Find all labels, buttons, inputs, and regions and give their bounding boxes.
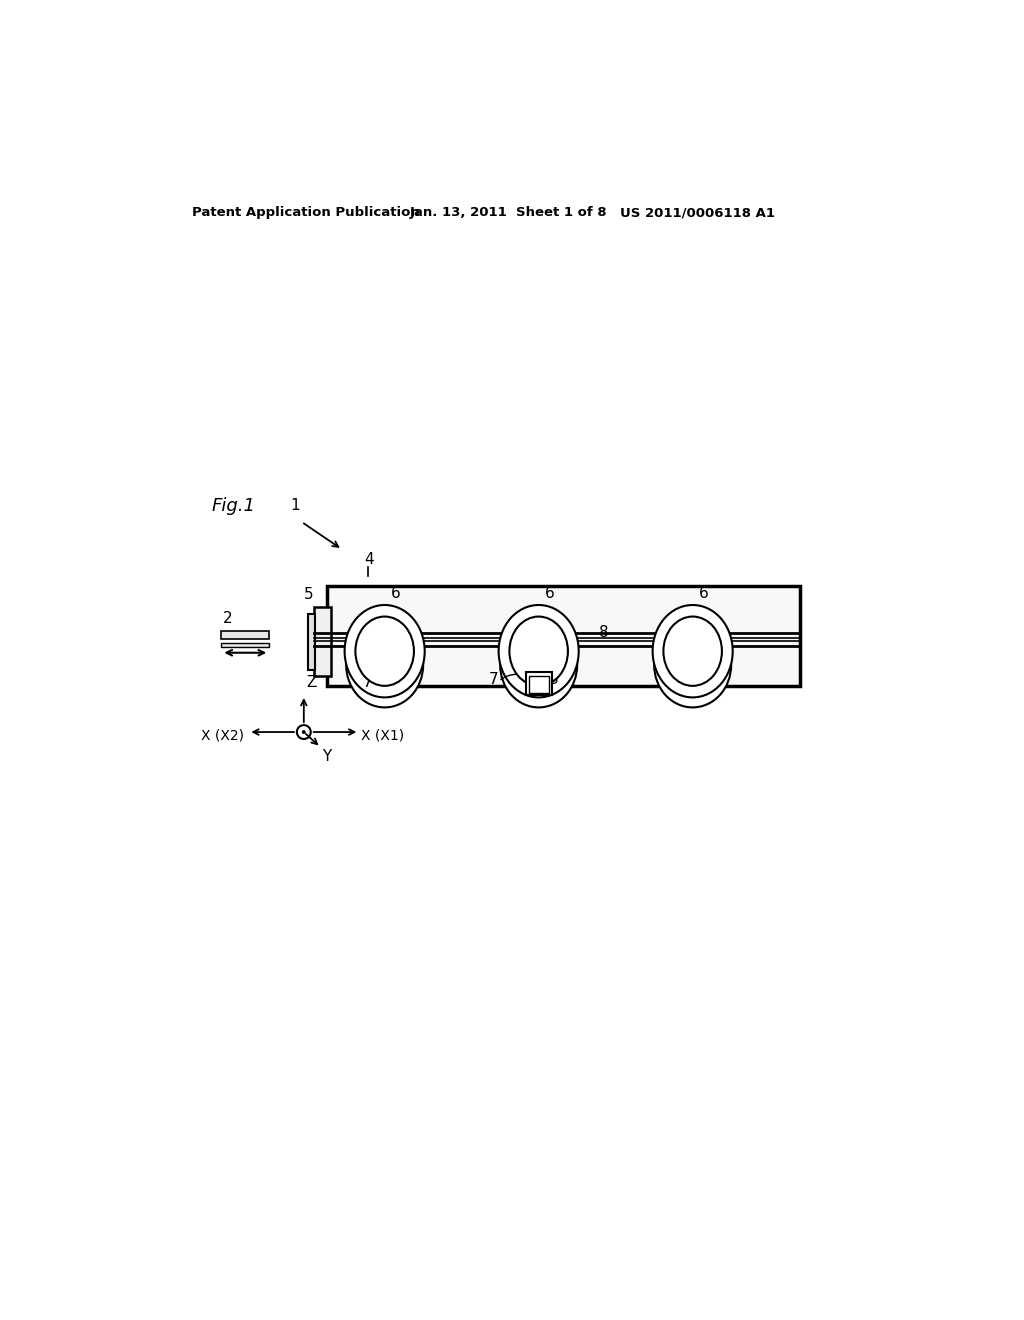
- Bar: [525, 672, 552, 696]
- Ellipse shape: [345, 605, 425, 697]
- Text: 8: 8: [599, 626, 608, 640]
- Text: 7: 7: [364, 676, 373, 690]
- Text: Jan. 13, 2011  Sheet 1 of 8: Jan. 13, 2011 Sheet 1 of 8: [410, 206, 607, 219]
- Text: Z: Z: [306, 676, 316, 690]
- Text: 4: 4: [364, 552, 374, 566]
- Circle shape: [297, 725, 310, 739]
- Bar: [528, 676, 549, 693]
- Text: Y: Y: [323, 748, 332, 764]
- Text: 3: 3: [549, 672, 558, 688]
- Text: US 2011/0006118 A1: US 2011/0006118 A1: [620, 206, 774, 219]
- Text: 7: 7: [488, 672, 499, 688]
- Text: 6: 6: [391, 586, 400, 601]
- Ellipse shape: [355, 616, 414, 686]
- Bar: [221, 643, 269, 647]
- Ellipse shape: [664, 616, 722, 686]
- Text: 6: 6: [698, 586, 709, 601]
- Ellipse shape: [346, 623, 423, 708]
- Text: Fig.1: Fig.1: [211, 498, 255, 515]
- Bar: [221, 631, 269, 639]
- Circle shape: [302, 730, 306, 734]
- Bar: [307, 614, 315, 669]
- Text: 6: 6: [545, 586, 555, 601]
- Text: 1: 1: [291, 498, 300, 512]
- Ellipse shape: [499, 605, 579, 697]
- Text: Patent Application Publication: Patent Application Publication: [193, 206, 420, 219]
- Ellipse shape: [652, 605, 733, 697]
- Text: 7: 7: [677, 672, 687, 688]
- Bar: [327, 586, 801, 686]
- Text: 2: 2: [223, 611, 232, 627]
- Bar: [313, 607, 331, 676]
- Text: X (X1): X (X1): [360, 729, 403, 743]
- Text: 5: 5: [304, 587, 313, 602]
- Ellipse shape: [500, 623, 578, 708]
- Ellipse shape: [654, 623, 731, 708]
- Ellipse shape: [509, 616, 568, 686]
- Text: X (X2): X (X2): [201, 729, 244, 743]
